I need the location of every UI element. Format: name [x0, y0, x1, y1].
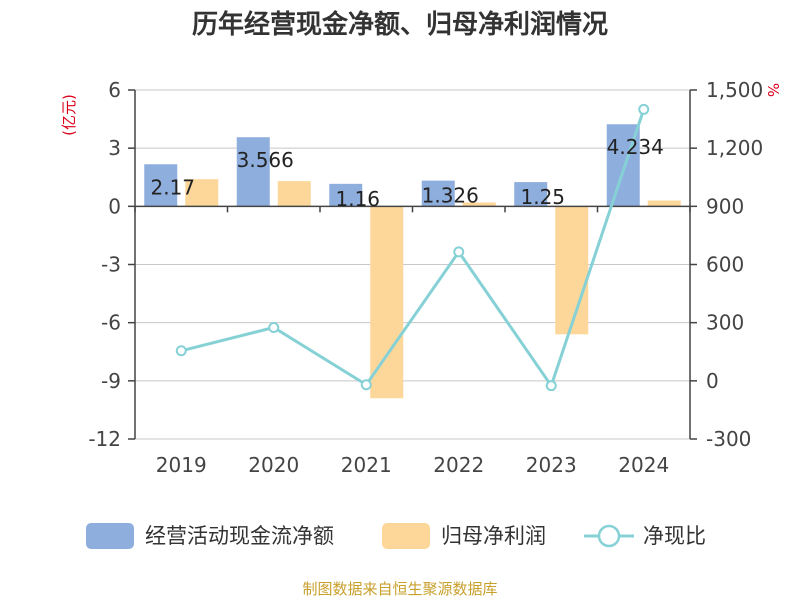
right-axis-tick: -300 — [706, 427, 751, 451]
left-axis-tick: 3 — [108, 136, 121, 160]
right-axis-tick: 1,200 — [706, 136, 763, 160]
cashflow-bar — [236, 137, 270, 207]
netprofit-bar — [462, 202, 496, 207]
right-axis-unit: % — [764, 83, 782, 97]
ratio-series-line — [180, 108, 646, 388]
cashflow-data-label: 3.566 — [237, 148, 294, 172]
legend-label-netprofit: 归母净利润 — [441, 524, 546, 548]
legend: 经营活动现金流净额 归母净利润 净现比 — [86, 523, 706, 549]
cashflow-data-label: 1.16 — [335, 187, 380, 211]
cashflow-data-label: 1.25 — [520, 185, 565, 209]
x-axis-tick-label: 2023 — [526, 453, 577, 477]
right-axis-tick: 900 — [706, 194, 744, 218]
x-axis-tick-label: 2021 — [341, 453, 392, 477]
netprofit-bar — [370, 206, 404, 399]
legend-swatch-netprofit — [382, 523, 430, 549]
legend-label-cashflow: 经营活动现金流净额 — [145, 524, 334, 548]
right-axis-tick: 300 — [706, 311, 744, 335]
ratio-point — [175, 345, 187, 357]
legend-item-ratio[interactable]: 净现比 — [584, 524, 706, 548]
left-axis-tick: -9 — [101, 369, 121, 393]
ratio-point — [268, 322, 280, 334]
legend-swatch-cashflow — [86, 523, 134, 549]
cashflow-bar — [144, 164, 178, 207]
axes: 6 3 0 -3 -6 -9 -12 1,500 1,200 900 600 300 0 -300 2019… — [88, 78, 763, 477]
left-axis-tick: 0 — [108, 194, 121, 218]
cashflow-bar — [514, 182, 548, 207]
ratio-point — [545, 380, 557, 392]
netprofit-bar — [555, 206, 589, 335]
left-axis-unit: (亿元) — [60, 94, 78, 136]
chart-title: 历年经营现金净额、归母净利润情况 — [192, 9, 608, 40]
cashflow-bar — [421, 180, 455, 207]
ratio-point — [360, 379, 372, 391]
bars-layer — [144, 124, 681, 399]
netprofit-bar — [277, 181, 311, 207]
cashflow-bar — [329, 183, 363, 207]
netprofit-bar — [185, 179, 219, 207]
netprofit-bar — [647, 200, 681, 207]
legend-item-cashflow[interactable]: 经营活动现金流净额 — [86, 523, 334, 549]
legend-swatch-ratio-marker — [597, 524, 621, 548]
x-axis-tick-label: 2022 — [433, 453, 484, 477]
left-axis-tick: -6 — [101, 311, 121, 335]
left-axis-tick: 6 — [108, 78, 121, 102]
cashflow-data-label: 2.17 — [150, 175, 195, 199]
legend-item-netprofit[interactable]: 归母净利润 — [382, 523, 546, 549]
x-axis-tick-label: 2024 — [618, 453, 669, 477]
line-layer — [175, 103, 650, 392]
ratio-point — [453, 246, 465, 258]
x-axis-tick-label: 2019 — [156, 453, 207, 477]
ratio-point — [638, 103, 650, 115]
cashflow-data-label: 4.234 — [607, 135, 664, 159]
cashflow-data-label: 1.326 — [422, 184, 479, 208]
right-axis-tick: 0 — [706, 369, 719, 393]
left-axis-tick: -3 — [101, 253, 121, 277]
legend-label-ratio: 净现比 — [643, 524, 706, 548]
right-axis-tick: 600 — [706, 253, 744, 277]
x-axis-tick-label: 2020 — [248, 453, 299, 477]
left-axis-tick: -12 — [88, 427, 121, 451]
data-labels: 2.17 3.566 1.16 1.326 1.25 4.234 — [150, 135, 663, 211]
right-axis-tick: 1,500 — [706, 78, 763, 102]
grid-lines — [135, 89, 690, 440]
data-source-note: 制图数据来自恒生聚源数据库 — [302, 580, 497, 598]
